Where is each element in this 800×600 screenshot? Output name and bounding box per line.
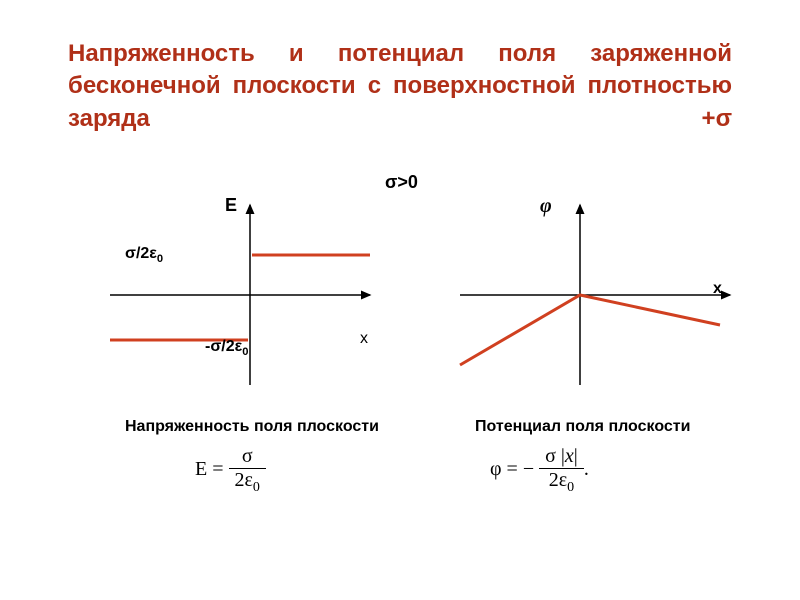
axis-label-E: E xyxy=(225,195,237,216)
caption-right: Потенциал поля плоскости xyxy=(475,418,690,436)
tick-label-positive: σ/2ε0 xyxy=(125,245,163,265)
caption-left: Напряженность поля плоскости xyxy=(125,418,379,436)
formula-phi: φ = − σ |x| 2ε0 . xyxy=(490,445,589,496)
formula-E-lhs: E = xyxy=(195,458,224,480)
formula-E: E = σ 2ε0 xyxy=(195,445,266,496)
formula-phi-den: 2ε0 xyxy=(539,469,584,496)
chart-potential xyxy=(450,195,750,395)
formula-phi-lhs: φ = − xyxy=(490,458,534,480)
formula-phi-frac: σ |x| 2ε0 xyxy=(539,445,584,496)
slide-title: Напряженность и потенциал поля заряженно… xyxy=(68,38,732,135)
chart-svg-right xyxy=(450,195,750,395)
formula-phi-num: σ |x| xyxy=(539,445,584,469)
formula-phi-trail: . xyxy=(584,458,589,480)
tick-label-negative: -σ/2ε0 xyxy=(205,338,248,358)
formula-E-num: σ xyxy=(229,445,266,469)
formula-E-den: 2ε0 xyxy=(229,469,266,496)
axis-label-phi: φ xyxy=(540,195,552,218)
chart-svg-left xyxy=(100,195,400,395)
sigma-condition: σ>0 xyxy=(385,172,418,193)
formula-E-frac: σ 2ε0 xyxy=(229,445,266,496)
x-axis-label-left: x xyxy=(360,330,368,348)
x-axis-label-right: x xyxy=(713,280,722,298)
chart-field-intensity xyxy=(100,195,400,395)
